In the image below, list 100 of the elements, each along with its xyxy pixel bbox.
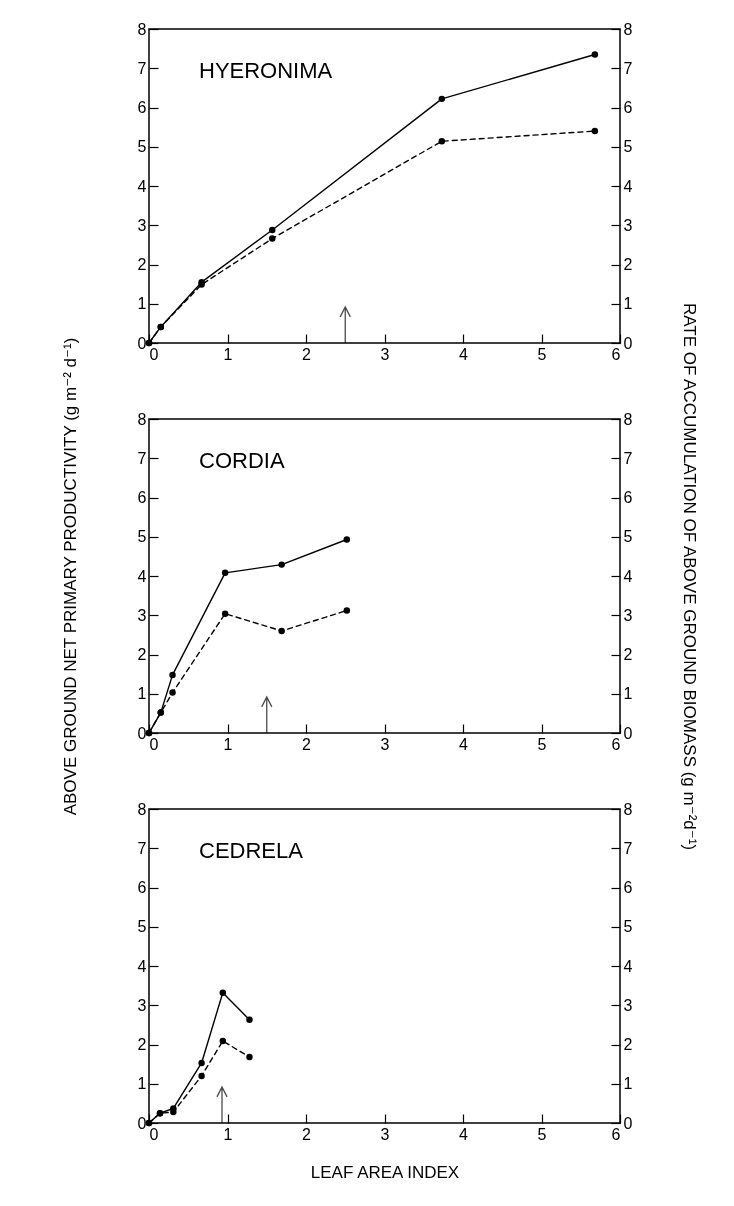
y-tick-label: 0 [137,1114,147,1132]
y-tick-label: 5 [137,138,147,156]
y2-tick-label: 5 [623,528,633,546]
y2-tick-label: 7 [623,59,633,77]
x-tick-label: 5 [537,345,547,363]
y2-tick-label: 7 [623,449,633,467]
y-tick-label: 2 [137,256,147,273]
x-tick-label: 0 [149,1125,159,1143]
y-tick-label: 6 [137,879,147,896]
y-tick-label: 7 [137,59,147,77]
y2-tick-label: 6 [623,99,633,116]
y2-tick-label: 5 [623,138,633,156]
y2-tick-label: 6 [623,879,633,896]
point [219,1037,227,1045]
y-tick-label: 1 [137,685,147,703]
y2-tick-label: 5 [623,918,633,936]
y2-tick-label: 2 [623,256,633,273]
text: HYERONIMA [199,58,333,83]
y2-tick-label: 7 [623,839,633,857]
y-tick-label: 7 [137,839,147,857]
point [269,226,276,234]
point [221,610,229,617]
point [438,138,446,145]
x-tick-label: 3 [380,345,390,363]
y2-tick-label: 3 [623,996,633,1014]
y-tick-label: 8 [137,410,147,428]
point [269,235,276,242]
x-tick-label: 4 [459,735,469,753]
point [198,1059,205,1067]
y-tick-label: 2 [137,646,147,663]
y-tick-label: 5 [137,528,147,546]
x-tick-label: 3 [380,735,390,753]
y2-axis-title: RATE OF ACCUMULATION OF ABOVE GROUND BIOMASS (g m⁻²d⁻¹) [680,302,700,851]
x-tick-label: 5 [537,735,547,753]
x-tick-label: 5 [537,1125,547,1143]
y-tick-label: 7 [137,449,147,467]
y2-tick-label: 1 [623,1075,633,1093]
y-tick-label: 3 [137,996,147,1014]
y2-tick-label: 3 [623,216,633,234]
x-axis-title: LEAF AREA INDEX [310,1162,460,1182]
x-tick-label: 1 [223,345,233,363]
x-tick-label: 4 [459,345,469,363]
y2-tick-label: 4 [623,957,633,975]
text: CORDIA [199,448,285,473]
y2-tick-label: 0 [623,724,633,742]
y-tick-label: 6 [137,489,147,506]
y-tick-label: 4 [137,177,147,195]
y-tick-label: 8 [137,800,147,818]
x-tick-label: 1 [223,1125,233,1143]
y-tick-label: 3 [137,606,147,624]
x-tick-label: 1 [223,735,233,753]
y-tick-label: 8 [137,20,147,38]
y-tick-label: 6 [137,99,147,116]
y2-tick-label: 2 [623,646,633,663]
y2-tick-label: 1 [623,295,633,313]
y2-tick-label: 4 [623,567,633,585]
x-tick-label: 0 [149,345,159,363]
point [221,569,229,577]
x-tick-label: 6 [611,345,621,363]
x-tick-label: 2 [302,735,312,753]
text: CEDRELA [199,838,304,863]
point [246,1016,253,1024]
y-tick-label: 4 [137,567,147,585]
y-tick-label: 2 [137,1036,147,1053]
point [278,561,285,568]
point [343,536,351,543]
y2-tick-label: 0 [623,334,633,352]
y2-tick-label: 8 [623,410,633,428]
x-tick-label: 0 [149,735,159,753]
y-tick-label: 0 [137,724,147,742]
y-axis-title: ABOVE GROUND NET PRIMARY PRODUCTIVITY (g m⁻² d⁻¹) [60,337,80,816]
y-tick-label: 1 [137,1075,147,1093]
y2-tick-label: 3 [623,606,633,624]
x-tick-label: 2 [302,1125,312,1143]
point [591,127,599,135]
x-tick-label: 3 [380,1125,390,1143]
point [198,1072,205,1080]
y2-tick-label: 8 [623,800,633,818]
x-tick-label: 4 [459,1125,469,1143]
y-tick-label: 5 [137,918,147,936]
y-tick-label: 1 [137,295,147,313]
y2-tick-label: 6 [623,489,633,506]
y2-tick-label: 8 [623,20,633,38]
point [219,989,227,996]
point [169,671,176,679]
x-tick-label: 6 [611,735,621,753]
point [438,95,446,103]
x-tick-label: 6 [611,1125,621,1143]
y2-tick-label: 0 [623,1114,633,1132]
point [343,607,351,614]
point [278,627,285,635]
y-tick-label: 3 [137,216,147,234]
y2-tick-label: 2 [623,1036,633,1053]
y-tick-label: 0 [137,334,147,352]
point [591,51,599,58]
y-tick-label: 4 [137,957,147,975]
x-tick-label: 2 [302,345,312,363]
y2-tick-label: 1 [623,685,633,703]
point [246,1053,253,1061]
y2-tick-label: 4 [623,177,633,195]
